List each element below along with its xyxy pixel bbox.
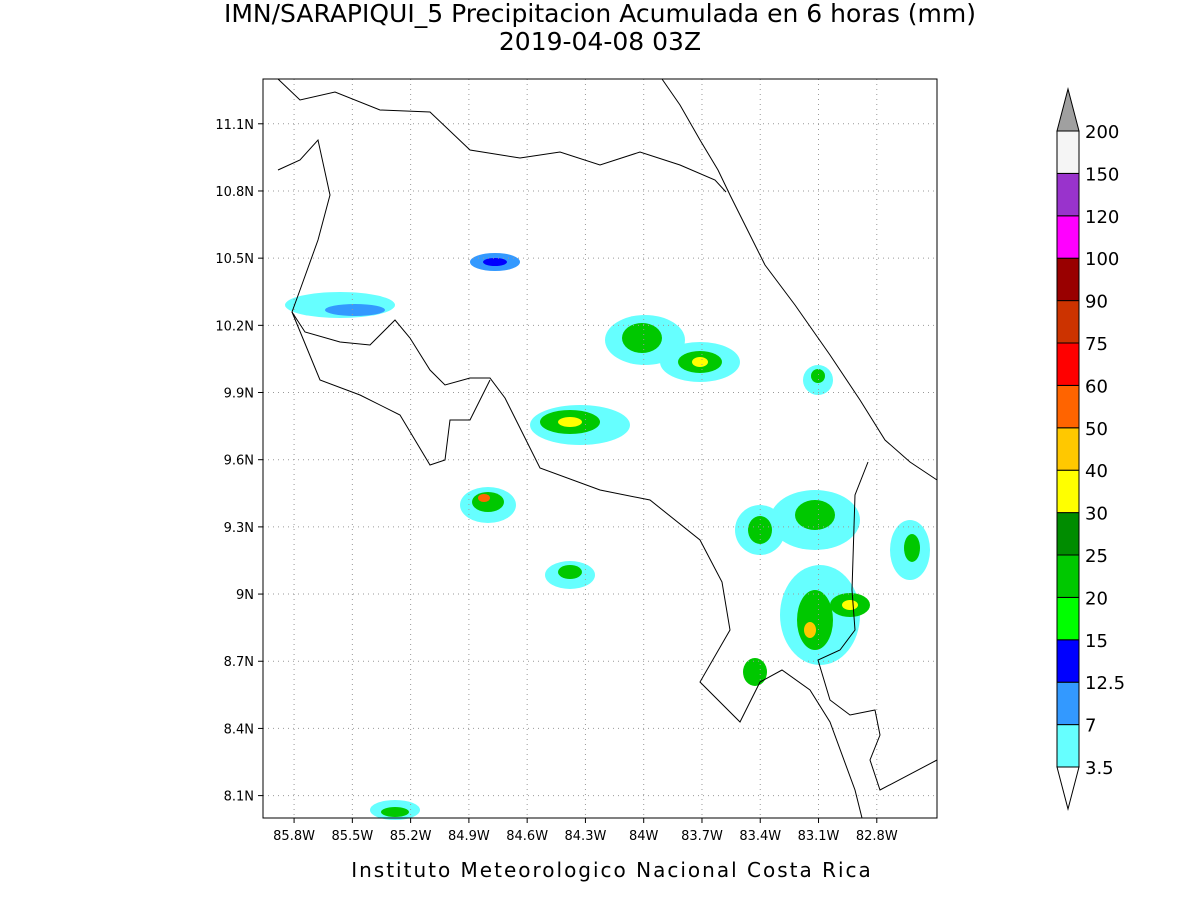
precip-area bbox=[842, 600, 858, 610]
colorbar-box bbox=[1056, 469, 1080, 514]
y-tick-label: 9.9N bbox=[224, 387, 254, 402]
colorbar-label: 3.5 bbox=[1085, 758, 1114, 779]
y-tick-label: 8.7N bbox=[224, 655, 254, 670]
colorbar-box bbox=[1056, 512, 1080, 556]
title: IMN/SARAPIQUI_5 Precipitacion Acumulada … bbox=[224, 0, 976, 28]
colorbar-label: 20 bbox=[1085, 588, 1108, 609]
colorbar-label: 200 bbox=[1085, 122, 1119, 143]
y-tick-label: 9N bbox=[236, 588, 254, 603]
precip-area bbox=[325, 304, 385, 316]
plot-frame bbox=[262, 78, 938, 819]
precip-area bbox=[483, 258, 507, 266]
colorbar-box bbox=[1056, 724, 1080, 768]
colorbar: 3.5 7 12.5 15 20 25 30 40 50 60 75 90 100 120 150 200 bbox=[1056, 87, 1125, 811]
colorbar-label: 120 bbox=[1085, 207, 1119, 228]
grid bbox=[263, 79, 937, 818]
precip-area bbox=[381, 807, 409, 817]
colorbar-over bbox=[1056, 87, 1080, 132]
x-tick-label: 85.8W bbox=[273, 829, 315, 844]
coastlines bbox=[277, 78, 938, 819]
coastline bbox=[277, 78, 727, 193]
colorbar-box bbox=[1056, 639, 1080, 683]
x-tick-label: 84.9W bbox=[448, 829, 490, 844]
precip-area bbox=[804, 622, 816, 638]
precipitation-field bbox=[285, 253, 930, 820]
precip-area bbox=[795, 500, 835, 530]
colorbar-label: 75 bbox=[1085, 334, 1108, 355]
border bbox=[817, 461, 938, 791]
coastline bbox=[291, 311, 491, 466]
colorbar-box bbox=[1056, 554, 1080, 598]
x-tick-label: 84.3W bbox=[565, 829, 607, 844]
subtitle: 2019-04-08 03Z bbox=[499, 27, 701, 56]
precip-area bbox=[622, 323, 662, 353]
coastline bbox=[277, 138, 863, 819]
x-tick-label: 84W bbox=[629, 829, 659, 844]
colorbar-box bbox=[1056, 342, 1080, 386]
colorbar-box bbox=[1056, 384, 1080, 429]
footer: Instituto Meteorologico Nacional Costa R… bbox=[351, 858, 873, 882]
precip-area bbox=[743, 658, 767, 686]
colorbar-label: 15 bbox=[1085, 631, 1108, 652]
colorbar-label: 90 bbox=[1085, 292, 1108, 313]
colorbar-label: 40 bbox=[1085, 461, 1108, 482]
y-tick-label: 9.3N bbox=[224, 521, 254, 536]
y-tick-label: 8.1N bbox=[224, 790, 254, 805]
y-tick-label: 8.4N bbox=[224, 722, 254, 737]
x-tick-label: 85.5W bbox=[331, 829, 373, 844]
colorbar-label: 150 bbox=[1085, 164, 1119, 185]
colorbar-label: 7 bbox=[1085, 716, 1096, 737]
colorbar-label: 100 bbox=[1085, 249, 1119, 270]
precip-area bbox=[558, 565, 582, 579]
y-tick-label: 10.2N bbox=[215, 319, 254, 334]
colorbar-box bbox=[1056, 596, 1080, 641]
x-tick-label: 83.1W bbox=[798, 829, 840, 844]
y-tick-label: 10.8N bbox=[215, 185, 254, 200]
x-tick-label: 83.7W bbox=[681, 829, 723, 844]
y-tick-label: 9.6N bbox=[224, 454, 254, 469]
precip-area bbox=[692, 357, 708, 367]
colorbar-box bbox=[1056, 172, 1080, 217]
precip-area bbox=[472, 492, 504, 512]
colorbar-box bbox=[1056, 427, 1080, 471]
colorbar-box bbox=[1056, 130, 1080, 174]
x-tick-label: 83.4W bbox=[739, 829, 781, 844]
precip-area bbox=[811, 369, 825, 383]
colorbar-label: 25 bbox=[1085, 546, 1108, 567]
colorbar-label: 60 bbox=[1085, 376, 1108, 397]
y-tick-label: 11.1N bbox=[215, 118, 254, 133]
precip-area bbox=[558, 417, 582, 427]
colorbar-label: 50 bbox=[1085, 419, 1108, 440]
colorbar-under bbox=[1056, 766, 1080, 811]
colorbar-label: 12.5 bbox=[1085, 673, 1125, 694]
precip-area bbox=[797, 590, 833, 650]
precip-area bbox=[478, 494, 490, 502]
plot-area bbox=[262, 78, 938, 820]
coastline bbox=[661, 78, 938, 481]
y-tick-label: 10.5N bbox=[215, 252, 254, 267]
x-tick-label: 82.8W bbox=[856, 829, 898, 844]
colorbar-label: 30 bbox=[1085, 504, 1108, 525]
x-tick-label: 85.2W bbox=[390, 829, 432, 844]
colorbar-box bbox=[1056, 215, 1080, 259]
colorbar-box bbox=[1056, 257, 1080, 302]
precip-area bbox=[904, 534, 920, 562]
colorbar-box bbox=[1056, 300, 1080, 344]
x-tick-label: 84.6W bbox=[506, 829, 548, 844]
plot-background bbox=[263, 79, 937, 818]
colorbar-box bbox=[1056, 681, 1080, 726]
